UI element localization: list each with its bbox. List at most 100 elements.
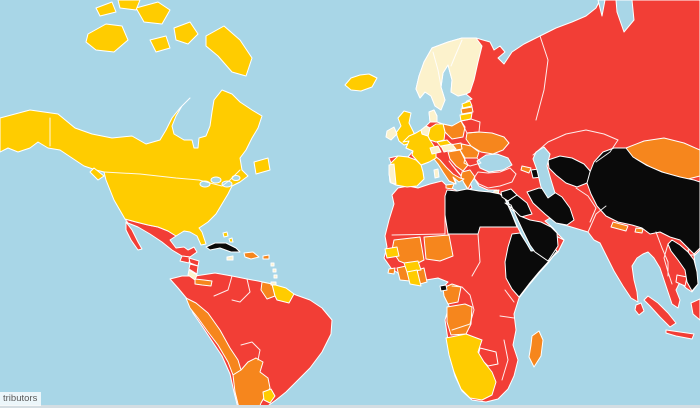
country-iraq[interactable] xyxy=(507,194,533,218)
border-drc xyxy=(451,285,475,331)
border-kazakhstan-east xyxy=(595,139,619,163)
border-thailand-malaysia xyxy=(663,243,673,285)
country-guatemala[interactable] xyxy=(179,255,191,264)
country-ghana[interactable] xyxy=(406,269,422,287)
country-gabon-congo[interactable] xyxy=(442,283,462,305)
country-denmark[interactable] xyxy=(428,109,438,123)
map-attribution[interactable]: tributors xyxy=(0,392,42,406)
border-russia-siberia xyxy=(535,35,549,121)
country-poland[interactable] xyxy=(442,120,466,140)
country-saudi-arabia-yemen[interactable] xyxy=(504,202,559,262)
great-lake xyxy=(221,180,233,188)
country-madagascar[interactable] xyxy=(528,330,544,368)
island-antilles[interactable] xyxy=(270,262,275,267)
country-niger[interactable] xyxy=(423,234,454,262)
border-pakistan-india xyxy=(587,205,607,233)
arctic-island[interactable] xyxy=(117,0,141,11)
country-equatorial-guinea[interactable] xyxy=(439,284,448,292)
country-sicily[interactable] xyxy=(445,183,455,190)
country-north-america[interactable] xyxy=(0,89,263,246)
border-colombia-venezuela xyxy=(213,275,233,297)
country-bhutan[interactable] xyxy=(634,227,644,234)
country-indonesia-java[interactable] xyxy=(665,329,695,340)
yellow-countries-group xyxy=(0,0,497,404)
country-sri-lanka[interactable] xyxy=(634,302,645,316)
country-costa-rica[interactable] xyxy=(187,269,198,281)
island-antilles[interactable] xyxy=(273,274,278,279)
country-ireland[interactable] xyxy=(385,126,398,141)
arctic-island[interactable] xyxy=(135,1,171,25)
border-bolivia xyxy=(240,341,261,361)
border-sudan xyxy=(471,233,481,277)
island-bahamas[interactable] xyxy=(222,231,229,238)
island-trinidad[interactable] xyxy=(270,281,277,286)
country-angola[interactable] xyxy=(446,303,473,336)
island-jamaica[interactable] xyxy=(226,255,234,261)
country-senegal[interactable] xyxy=(384,246,400,259)
border-belarus xyxy=(460,118,481,134)
border-venezuela-brazil xyxy=(231,278,251,303)
island-newfoundland[interactable] xyxy=(253,157,271,175)
country-guyana[interactable] xyxy=(260,281,276,300)
arctic-island-baffin[interactable] xyxy=(205,25,253,77)
country-mexico-baja[interactable] xyxy=(125,221,143,251)
border-us-canada xyxy=(103,169,241,187)
country-benelux[interactable] xyxy=(420,125,431,137)
border-sweden-finland xyxy=(450,39,463,67)
country-chile-argentina-paraguay[interactable] xyxy=(232,357,271,408)
black-sea xyxy=(476,153,513,173)
country-indonesia-borneo[interactable] xyxy=(690,298,700,321)
country-uruguay[interactable] xyxy=(262,388,276,404)
island-bahamas[interactable] xyxy=(228,237,234,243)
country-haiti-dominican[interactable] xyxy=(243,251,260,260)
island-vancouver[interactable] xyxy=(89,167,105,181)
border-east-africa xyxy=(499,289,515,381)
island-sardinia[interactable] xyxy=(433,168,440,179)
border-sahara xyxy=(391,233,446,236)
country-southern-africa[interactable] xyxy=(445,333,497,401)
country-cambodia[interactable] xyxy=(675,274,688,287)
country-switzerland[interactable] xyxy=(429,145,442,155)
country-latvia[interactable] xyxy=(460,106,474,115)
country-nicaragua[interactable] xyxy=(188,263,199,275)
country-balkans[interactable] xyxy=(447,149,469,172)
country-cuba[interactable] xyxy=(205,242,241,253)
arctic-island[interactable] xyxy=(85,23,129,53)
gulf-of-ob xyxy=(597,0,606,17)
country-china[interactable] xyxy=(586,147,700,255)
country-suriname-guiana[interactable] xyxy=(271,283,295,304)
country-nepal[interactable] xyxy=(610,221,629,232)
great-lake xyxy=(210,176,222,184)
arctic-island[interactable] xyxy=(149,35,171,53)
border-bulgaria xyxy=(463,157,482,167)
country-panama[interactable] xyxy=(194,278,213,287)
country-spain[interactable] xyxy=(388,155,425,188)
country-ukraine[interactable] xyxy=(465,131,510,155)
country-horn-of-africa[interactable] xyxy=(504,232,558,298)
caspian-sea xyxy=(532,146,556,199)
island-antilles[interactable] xyxy=(272,268,277,273)
border-norway-sweden xyxy=(432,51,442,87)
country-laos-vietnam[interactable] xyxy=(667,239,699,292)
attribution-text[interactable]: tributors xyxy=(3,393,38,404)
country-scandinavia[interactable] xyxy=(415,37,483,111)
country-portugal[interactable] xyxy=(388,163,397,185)
arctic-island[interactable] xyxy=(95,1,117,17)
country-burkina-faso[interactable] xyxy=(403,260,422,273)
border-afghanistan-pakistan xyxy=(575,187,597,223)
black-countries-group xyxy=(205,147,700,298)
country-georgia[interactable] xyxy=(520,165,532,174)
country-austria[interactable] xyxy=(440,143,457,153)
country-sierra-leone[interactable] xyxy=(387,267,396,275)
border-turkey xyxy=(473,167,517,189)
country-puerto-rico[interactable] xyxy=(262,254,270,260)
internal-borders-group xyxy=(49,35,673,381)
country-iceland[interactable] xyxy=(344,73,378,92)
country-italy[interactable] xyxy=(433,155,465,185)
country-germany[interactable] xyxy=(427,123,446,143)
country-libya-egypt[interactable] xyxy=(444,188,518,235)
arctic-island[interactable] xyxy=(173,21,199,45)
country-indonesia-sumatra[interactable] xyxy=(643,295,677,328)
country-estonia[interactable] xyxy=(461,100,473,109)
